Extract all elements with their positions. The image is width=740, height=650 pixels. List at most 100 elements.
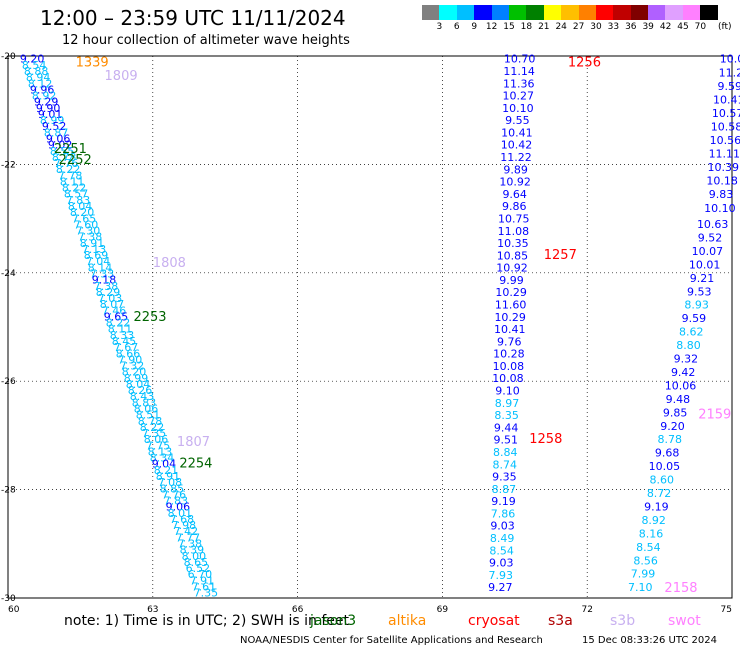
wave-height-value: 8.33 <box>110 329 135 342</box>
wave-height-value: 7.75 <box>146 439 171 452</box>
color-scale-label: 39 <box>642 22 654 32</box>
wave-height-value: 7.08 <box>158 476 183 489</box>
color-swatch <box>630 5 649 20</box>
wave-height-value: 11.2 <box>719 66 740 79</box>
pass-number-label: 2251 <box>54 142 87 157</box>
pass-number-label: 1339 <box>76 55 109 70</box>
wave-height-value: 7.78 <box>58 169 83 182</box>
wave-height-value: 10.27 <box>503 90 535 103</box>
color-swatch <box>648 5 666 20</box>
wave-height-value: 9.03 <box>490 520 515 533</box>
color-swatch <box>456 5 475 20</box>
y-tick-label: -22 <box>1 160 16 170</box>
wave-height-value: 11.11 <box>709 148 740 161</box>
wave-height-value: 7.10 <box>628 581 653 594</box>
wave-height-value: 9.01 <box>38 108 63 121</box>
wave-height-value: 6.70 <box>188 568 213 581</box>
wave-height-value: 11.36 <box>503 77 535 90</box>
wave-height-value: 10.08 <box>493 360 525 373</box>
wave-height-value: 7.83 <box>66 194 91 207</box>
wave-height-value: 8.56 <box>633 554 658 567</box>
wave-height-value: 7.32 <box>120 360 145 373</box>
wave-height-value: 9.27 <box>488 581 513 594</box>
wave-height-value: 10.41 <box>494 323 526 336</box>
wave-height-value: 7.99 <box>631 568 656 581</box>
wave-height-value: 10.56 <box>710 134 740 147</box>
wave-height-value: 8.87 <box>492 483 517 496</box>
wave-height-value: 8.87 <box>44 126 69 139</box>
x-tick-label: 60 <box>8 605 20 615</box>
wave-height-value: 7.03 <box>98 292 123 305</box>
wave-height-value: 9.19 <box>491 495 516 508</box>
color-scale-label: 15 <box>503 22 515 32</box>
color-scale-label: 27 <box>572 22 585 32</box>
wave-height-value: 10.75 <box>498 212 530 225</box>
wave-height-value: 9.89 <box>503 163 528 176</box>
wave-height-value: 8.93 <box>684 299 709 312</box>
wave-height-value: 8.14 <box>88 261 113 274</box>
wave-height-value: 10.01 <box>689 258 721 271</box>
wave-height-value: 9.19 <box>644 500 669 513</box>
wave-height-value: 9.48 <box>666 393 691 406</box>
wave-height-value: 8.22 <box>106 317 131 330</box>
timestamp-text: 15 Dec 08:33:26 UTC 2024 <box>582 635 717 646</box>
wave-height-value: 8.22 <box>56 163 81 176</box>
wave-height-value: 8.57 <box>64 188 89 201</box>
pass-number-label: 1257 <box>544 248 577 263</box>
wave-height-value: 7.65 <box>72 212 97 225</box>
wave-height-value: 7.86 <box>491 507 516 520</box>
wave-height-value: 8.78 <box>52 151 77 164</box>
wave-height-value: 8.91 <box>156 470 181 483</box>
wave-height-value: 10.92 <box>499 176 531 189</box>
y-tick-label: -26 <box>1 377 16 387</box>
wave-height-value: 9.10 <box>495 385 520 398</box>
wave-height-value: 9.52 <box>698 231 723 244</box>
wave-height-value: 8.39 <box>180 544 205 557</box>
wave-height-value: 9.06 <box>46 132 71 145</box>
wave-height-value: 9.86 <box>502 200 527 213</box>
wave-height-value: 7.68 <box>170 513 195 526</box>
wave-height-value: 10.28 <box>493 348 525 361</box>
chart-title: 12:00 – 23:59 UTC 11/11/2024 <box>40 6 346 30</box>
wave-height-value: 9.64 <box>502 188 527 201</box>
wave-height-value: 7.83 <box>164 495 189 508</box>
wave-height-value: 10.92 <box>496 262 528 275</box>
wave-height-value: 9.35 <box>492 471 517 484</box>
wave-height-value: 8.51 <box>136 409 161 422</box>
wave-height-value: 9.20 <box>660 420 685 433</box>
wave-height-value: 11.60 <box>495 299 527 312</box>
wave-height-value: 10.06 <box>665 379 697 392</box>
color-swatch <box>613 5 631 20</box>
wave-height-value: 10.29 <box>494 311 526 324</box>
wave-height-value: 10.08 <box>492 372 524 385</box>
wave-height-value: 10.70 <box>504 53 536 66</box>
wave-height-value: 8.85 <box>160 482 185 495</box>
color-scale-label: 70 <box>694 22 707 32</box>
wave-height-value: 8.91 <box>80 237 105 250</box>
color-swatch <box>508 5 527 20</box>
wave-height-value: 7.60 <box>74 218 99 231</box>
wave-height-value: 8.55 <box>50 145 75 158</box>
wave-height-value: 8.54 <box>489 544 514 557</box>
wave-height-value: 9.29 <box>34 96 59 109</box>
pass-number-label: 2252 <box>59 153 92 168</box>
x-tick-label: 75 <box>721 605 732 615</box>
wave-height-value: 7.61 <box>192 580 217 593</box>
wave-height-value: 8.20 <box>122 366 147 379</box>
x-tick-label: 69 <box>437 605 449 615</box>
wave-height-value: 9.02 <box>48 139 73 152</box>
y-tick-label: -28 <box>1 486 16 496</box>
x-tick-label: 63 <box>147 605 158 615</box>
wave-height-value: 8.72 <box>647 487 672 500</box>
pass-number-label: 1809 <box>105 69 138 84</box>
color-scale-label: 6 <box>453 22 460 32</box>
wave-height-value: 8.84 <box>493 446 518 459</box>
color-scale-label: 3 <box>436 22 443 32</box>
wave-height-value: 8.07 <box>100 298 125 311</box>
wave-height-value: 8.54 <box>636 541 661 554</box>
wave-height-value: 8.54 <box>22 59 47 72</box>
wave-height-value: 9.76 <box>497 335 522 348</box>
wave-height-value: 7.35 <box>194 587 219 600</box>
wave-height-value: 10.0 <box>720 53 740 66</box>
